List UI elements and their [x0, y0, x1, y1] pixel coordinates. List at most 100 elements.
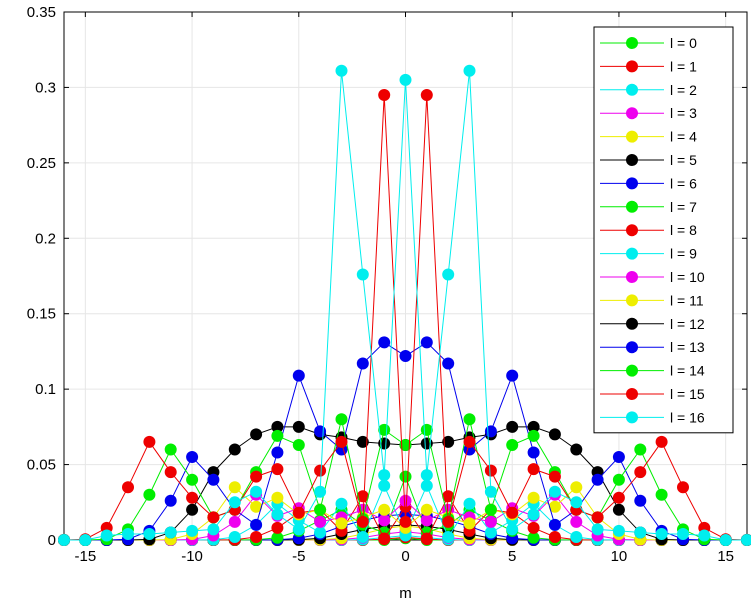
legend-marker	[626, 224, 638, 237]
data-point	[527, 521, 540, 534]
data-point	[79, 534, 92, 546]
data-point	[314, 464, 327, 477]
data-point	[719, 534, 732, 546]
y-tick-label: 0.2	[35, 230, 56, 247]
legend-marker	[626, 177, 638, 190]
data-point	[164, 526, 177, 539]
legend-label: l = 7	[670, 199, 697, 215]
series-l16	[58, 64, 751, 546]
data-point	[420, 89, 433, 101]
legend-marker	[626, 60, 638, 73]
legend-entry: l = 3	[600, 105, 697, 121]
data-point	[335, 435, 348, 448]
data-point	[506, 369, 519, 382]
legend-label: l = 9	[670, 246, 697, 262]
data-point	[420, 479, 433, 492]
legend-marker	[626, 317, 638, 330]
x-tick-label: -15	[75, 548, 97, 565]
legend-label: l = 15	[670, 386, 705, 402]
data-point	[399, 439, 412, 451]
data-point	[207, 473, 220, 486]
data-point	[356, 268, 369, 281]
data-point	[186, 491, 199, 504]
legend-label: l = 5	[670, 152, 697, 168]
legend-entry: l = 7	[600, 199, 697, 215]
x-tick-label: 15	[717, 548, 734, 565]
data-point	[442, 490, 455, 503]
data-point	[677, 481, 689, 494]
data-point	[634, 466, 647, 479]
y-tick-label: 0.05	[27, 457, 56, 474]
data-point	[655, 435, 668, 448]
x-tick-label: 5	[508, 548, 516, 565]
y-tick-label: 0.3	[35, 79, 56, 96]
data-point	[314, 425, 327, 438]
data-point	[527, 420, 540, 433]
data-point	[463, 435, 476, 448]
data-point	[484, 425, 497, 438]
data-point	[335, 517, 348, 530]
legend-entry: l = 8	[600, 222, 697, 238]
data-point	[250, 518, 263, 531]
data-point	[570, 443, 583, 456]
data-point	[442, 268, 455, 281]
data-point	[143, 528, 156, 540]
data-point	[228, 481, 241, 494]
data-point	[527, 429, 540, 442]
data-point	[314, 485, 327, 498]
y-tick-label: 0.25	[27, 155, 56, 172]
data-point	[207, 511, 220, 524]
legend-entry: l = 13	[600, 339, 705, 355]
data-point	[420, 514, 433, 527]
data-point	[228, 443, 241, 456]
data-point	[228, 515, 241, 528]
data-point	[399, 494, 412, 507]
data-point	[548, 428, 561, 441]
legend-marker	[626, 154, 638, 166]
data-point	[292, 369, 305, 382]
data-point	[741, 534, 751, 546]
data-point	[463, 497, 476, 510]
data-point	[122, 481, 134, 494]
data-point	[335, 413, 348, 426]
data-point	[314, 503, 327, 516]
legend-marker	[626, 200, 638, 213]
data-point	[634, 443, 647, 456]
y-tick-label: 0.15	[27, 306, 56, 323]
data-point	[228, 531, 241, 543]
data-point	[634, 526, 647, 539]
data-point	[655, 488, 668, 501]
legend-entry: l = 5	[600, 152, 697, 168]
data-point	[250, 428, 263, 441]
data-point	[100, 529, 113, 542]
data-point	[527, 463, 540, 476]
legend-entry: l = 16	[600, 409, 705, 425]
legend-marker	[626, 271, 638, 283]
legend-marker	[626, 37, 638, 49]
legend-entry: l = 9	[600, 246, 697, 262]
data-point	[314, 515, 327, 528]
data-point	[271, 463, 284, 476]
data-point	[698, 529, 711, 542]
y-tick-label: 0	[48, 532, 56, 549]
data-point	[591, 511, 604, 524]
data-point	[570, 515, 583, 528]
data-point	[548, 470, 561, 483]
data-point	[484, 526, 497, 539]
y-tick-label: 0.1	[35, 381, 56, 398]
data-point	[164, 443, 177, 456]
data-point	[378, 89, 391, 101]
data-point	[548, 485, 561, 498]
data-point	[484, 515, 497, 528]
data-point	[271, 420, 284, 433]
legend-label: l = 11	[670, 292, 704, 308]
data-point	[207, 523, 220, 536]
legend-marker	[626, 388, 638, 400]
legend-entry: l = 2	[600, 82, 697, 98]
x-tick-label: 0	[401, 548, 409, 565]
data-point	[356, 435, 369, 448]
data-point	[612, 503, 625, 516]
legend-marker	[626, 107, 638, 120]
data-point	[634, 494, 647, 507]
data-point	[356, 490, 369, 503]
